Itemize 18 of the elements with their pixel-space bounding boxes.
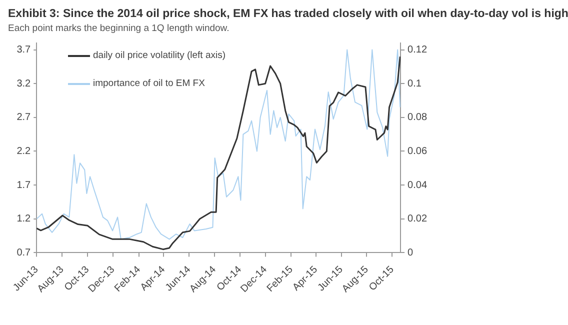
y2-tick-label: 0.08 (408, 112, 428, 124)
chart-title: Exhibit 3: Since the 2014 oil price shock, EM FX has traded closely with oil when day-to-day vol is high (8, 8, 568, 20)
chart-subtitle: Each point marks the beginning a 1Q length window. (8, 23, 230, 34)
y-tick-label: 1.2 (16, 214, 32, 225)
y2-tick-label: 0.06 (408, 146, 428, 157)
y-tick-label: 0.7 (16, 247, 32, 258)
y-tick-label: 1.7 (16, 180, 32, 191)
legend-label: daily oil price volatility (left axis) (93, 50, 226, 61)
y2-tick-label: 0.1 (408, 78, 422, 90)
y-tick-label: 3.7 (16, 44, 32, 56)
y-tick-label: 2.7 (16, 112, 32, 124)
y2-tick-label: 0.04 (408, 180, 428, 191)
y-tick-label: 3.2 (16, 78, 32, 90)
y2-tick-label: 0.12 (408, 44, 428, 56)
legend-label: importance of oil to EM FX (93, 78, 205, 89)
y2-tick-label: 0 (408, 247, 414, 258)
y2-tick-label: 0.02 (408, 214, 428, 225)
y-tick-label: 2.2 (16, 146, 32, 157)
